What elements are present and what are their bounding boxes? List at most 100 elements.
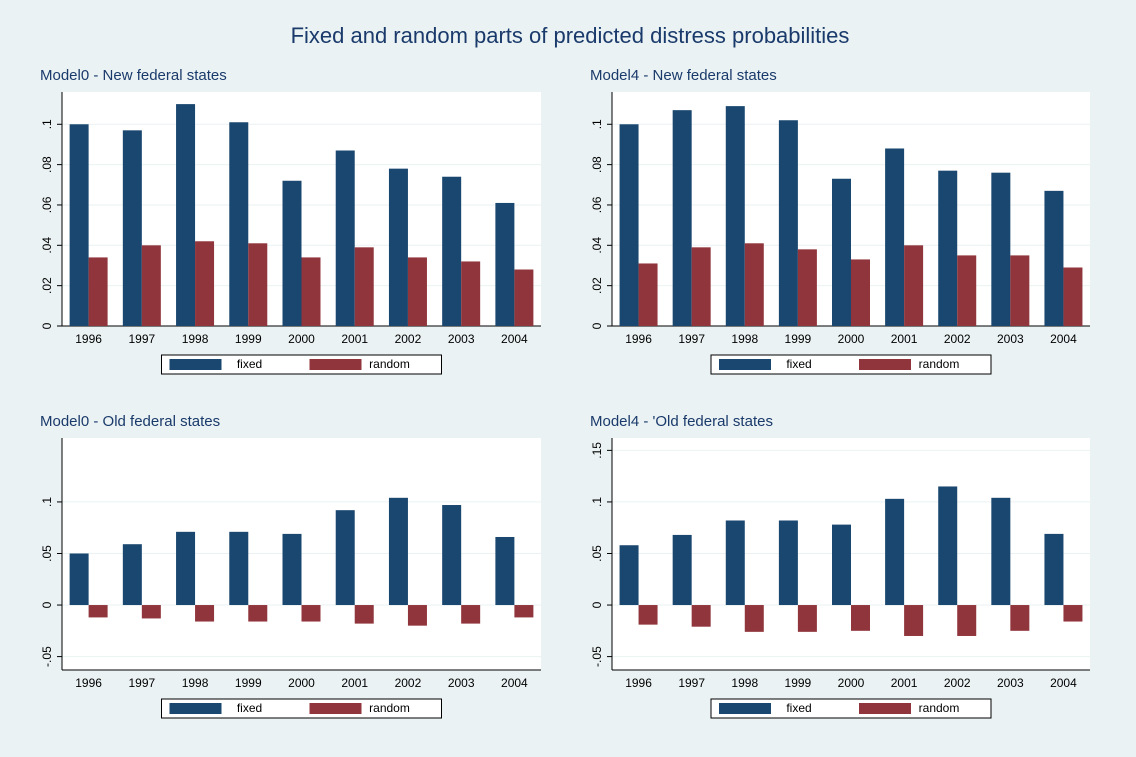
y-tick-label: .02 bbox=[590, 277, 604, 294]
bar bbox=[1010, 255, 1030, 326]
bar bbox=[407, 605, 427, 626]
y-tick-label: .05 bbox=[40, 545, 54, 562]
legend bbox=[710, 698, 992, 719]
x-tick-label: 1998 bbox=[731, 676, 758, 690]
legend-label: fixed bbox=[237, 357, 262, 371]
chart-title: Model0 - New federal states bbox=[40, 67, 227, 84]
bar bbox=[388, 168, 408, 326]
legend-label: fixed bbox=[786, 357, 811, 371]
legend-label: random bbox=[369, 701, 410, 715]
x-tick-label: 2000 bbox=[288, 332, 315, 346]
bar bbox=[957, 605, 977, 636]
bar bbox=[1044, 533, 1064, 606]
bar bbox=[638, 263, 658, 326]
bar bbox=[176, 531, 196, 606]
bar bbox=[495, 536, 515, 606]
x-tick-label: 2001 bbox=[891, 676, 918, 690]
x-tick-label: 2004 bbox=[501, 676, 528, 690]
x-tick-label: 1996 bbox=[75, 332, 102, 346]
y-tick-label: .1 bbox=[590, 119, 604, 129]
bar bbox=[725, 520, 745, 606]
y-tick-label: .08 bbox=[590, 156, 604, 173]
bar bbox=[229, 531, 249, 606]
bar bbox=[938, 486, 958, 606]
bar bbox=[885, 498, 905, 606]
bar bbox=[335, 150, 355, 326]
x-tick-label: 1996 bbox=[625, 676, 652, 690]
x-tick-label: 1999 bbox=[785, 676, 812, 690]
legend-swatch bbox=[859, 359, 911, 370]
bar bbox=[1063, 267, 1083, 326]
legend-swatch bbox=[859, 703, 911, 714]
bar bbox=[388, 497, 408, 606]
bar bbox=[461, 605, 481, 624]
bar bbox=[938, 170, 958, 326]
bar bbox=[691, 247, 711, 326]
x-tick-label: 2001 bbox=[341, 676, 368, 690]
bar bbox=[248, 605, 268, 622]
bar bbox=[991, 497, 1011, 606]
bar bbox=[354, 605, 374, 624]
bar bbox=[301, 605, 321, 622]
legend bbox=[710, 354, 992, 375]
chart-title: Model4 - 'Old federal states bbox=[590, 413, 773, 430]
y-tick-label: -.05 bbox=[590, 646, 604, 667]
x-tick-label: 2001 bbox=[341, 332, 368, 346]
bar bbox=[407, 257, 427, 326]
bar bbox=[1063, 605, 1083, 622]
bar bbox=[957, 255, 977, 326]
x-tick-label: 1999 bbox=[785, 332, 812, 346]
y-tick-label: 0 bbox=[590, 601, 604, 608]
x-tick-label: 1998 bbox=[731, 332, 758, 346]
bar bbox=[904, 605, 924, 636]
bar bbox=[885, 148, 905, 326]
y-tick-label: .1 bbox=[590, 497, 604, 507]
bar bbox=[248, 243, 268, 326]
x-tick-label: 2004 bbox=[1050, 676, 1077, 690]
bar bbox=[354, 247, 374, 326]
bar bbox=[672, 534, 692, 606]
y-tick-label: .02 bbox=[40, 277, 54, 294]
x-tick-label: 2000 bbox=[838, 676, 865, 690]
x-tick-label: 1997 bbox=[128, 332, 155, 346]
bar bbox=[619, 545, 639, 606]
legend-label: random bbox=[919, 701, 960, 715]
legend-swatch bbox=[719, 703, 771, 714]
bar bbox=[991, 172, 1011, 326]
chart-title: Model0 - Old federal states bbox=[40, 413, 220, 430]
page-title: Fixed and random parts of predicted dist… bbox=[291, 23, 850, 48]
bar bbox=[797, 605, 817, 632]
x-tick-label: 1997 bbox=[678, 332, 705, 346]
bar bbox=[122, 130, 142, 326]
bar bbox=[904, 245, 924, 326]
bar bbox=[442, 505, 462, 606]
y-tick-label: .1 bbox=[40, 119, 54, 129]
x-tick-label: 2003 bbox=[448, 332, 475, 346]
legend-label: random bbox=[369, 357, 410, 371]
legend-swatch bbox=[169, 359, 222, 370]
chart-title: Model4 - New federal states bbox=[590, 67, 777, 84]
x-tick-label: 1997 bbox=[678, 676, 705, 690]
legend bbox=[161, 698, 442, 719]
bar bbox=[88, 605, 108, 618]
bar bbox=[778, 120, 798, 326]
bar bbox=[1010, 605, 1030, 631]
legend-label: fixed bbox=[237, 701, 262, 715]
bar bbox=[495, 202, 515, 326]
bar bbox=[514, 605, 534, 618]
x-tick-label: 2003 bbox=[997, 332, 1024, 346]
bar bbox=[282, 533, 302, 606]
bar bbox=[195, 605, 215, 622]
y-tick-label: .06 bbox=[590, 196, 604, 213]
x-tick-label: 2002 bbox=[944, 332, 971, 346]
x-tick-label: 2002 bbox=[395, 676, 422, 690]
bar bbox=[229, 122, 249, 326]
x-tick-label: 2001 bbox=[891, 332, 918, 346]
bar bbox=[335, 510, 355, 606]
bar bbox=[141, 605, 161, 619]
x-tick-label: 1999 bbox=[235, 676, 262, 690]
bar bbox=[141, 245, 161, 326]
bar bbox=[195, 241, 215, 326]
y-tick-label: .05 bbox=[590, 545, 604, 562]
